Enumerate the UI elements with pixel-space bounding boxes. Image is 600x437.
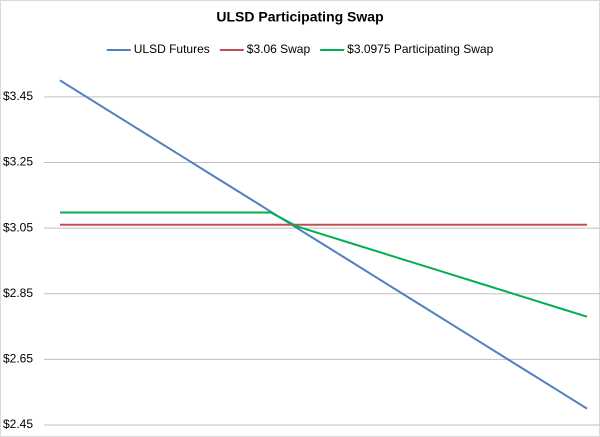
y-tick-label: $2.65 (3, 352, 33, 366)
series-line (59, 79, 588, 410)
legend-item: $3.0975 Participating Swap (320, 42, 494, 56)
y-tick-label: $3.45 (3, 89, 33, 103)
y-tick-label: $2.45 (3, 417, 33, 431)
legend-label: ULSD Futures (134, 42, 210, 56)
chart-title: ULSD Participating Swap (216, 9, 383, 25)
series-line (60, 211, 588, 318)
legend-item: $3.06 Swap (219, 42, 311, 56)
legend: ULSD Futures $3.06 Swap $3.0975 Participat… (106, 42, 494, 56)
y-tick-label: $3.05 (3, 220, 33, 234)
y-tick-label: $3.25 (3, 155, 33, 169)
legend-label: $3.06 Swap (247, 42, 311, 56)
y-tick-label: $2.85 (3, 286, 33, 300)
legend-label: $3.0975 Participating Swap (347, 42, 493, 56)
legend-item: ULSD Futures (106, 42, 210, 56)
